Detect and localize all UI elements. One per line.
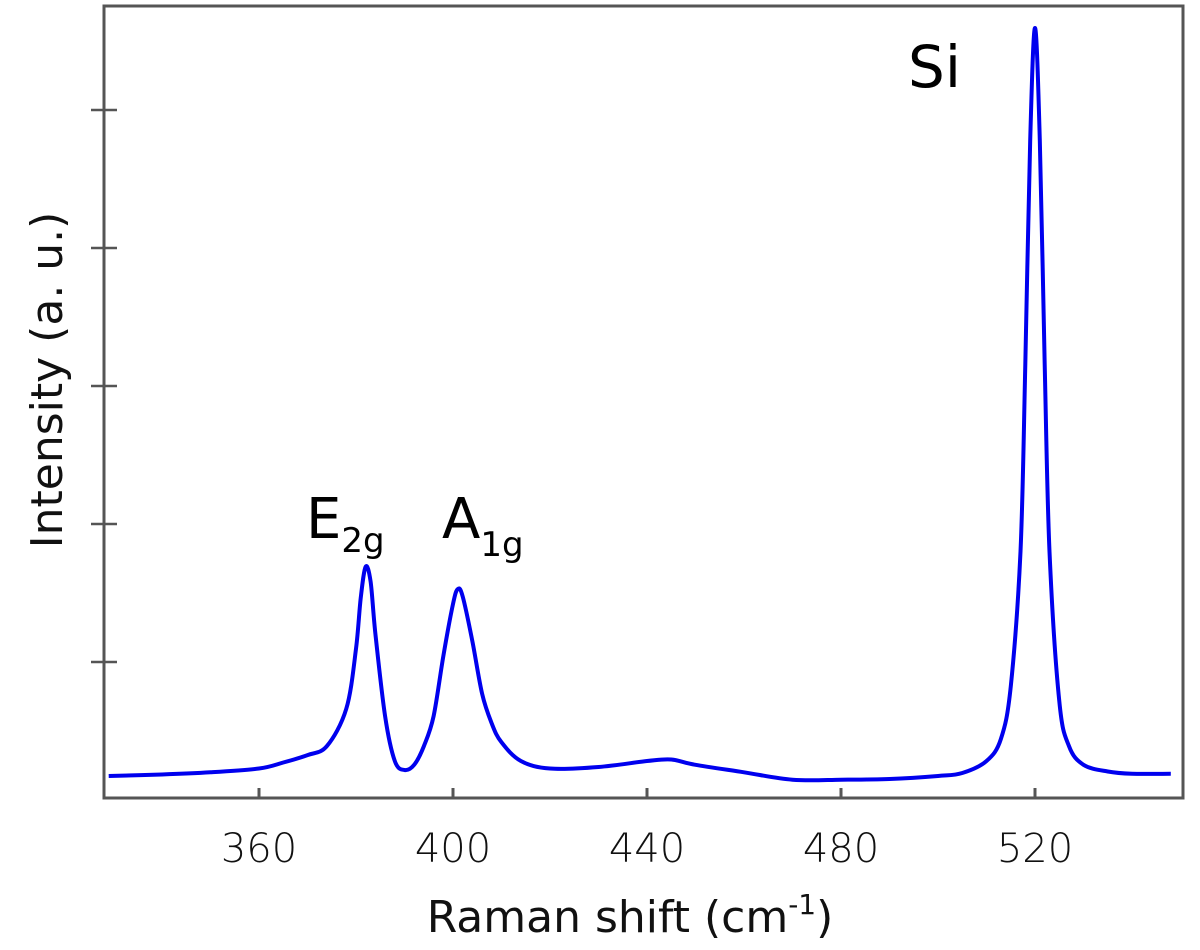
x-axis-tick-labels: 360 400 440 480 520 [221, 826, 1073, 872]
y-axis-ticks [91, 108, 117, 664]
x-tick-label: 480 [803, 826, 879, 872]
peak-label-si: Si [908, 33, 961, 101]
plot-frame [102, 4, 1185, 800]
x-axis-ticks [257, 788, 1037, 798]
y-axis-title: Intensity (a. u.) [22, 212, 73, 549]
plot-border [102, 4, 1185, 800]
peak-label-a1g: A1g [442, 487, 524, 565]
peak-label-e2g: E2g [306, 487, 385, 561]
x-tick-label: 440 [609, 826, 685, 872]
x-tick-label: 400 [415, 826, 491, 872]
x-tick-label: 520 [997, 826, 1073, 872]
x-axis-title: Raman shift (cm-1) [427, 888, 834, 943]
spectrum-line [108, 26, 1171, 783]
x-tick-label: 360 [221, 826, 297, 872]
